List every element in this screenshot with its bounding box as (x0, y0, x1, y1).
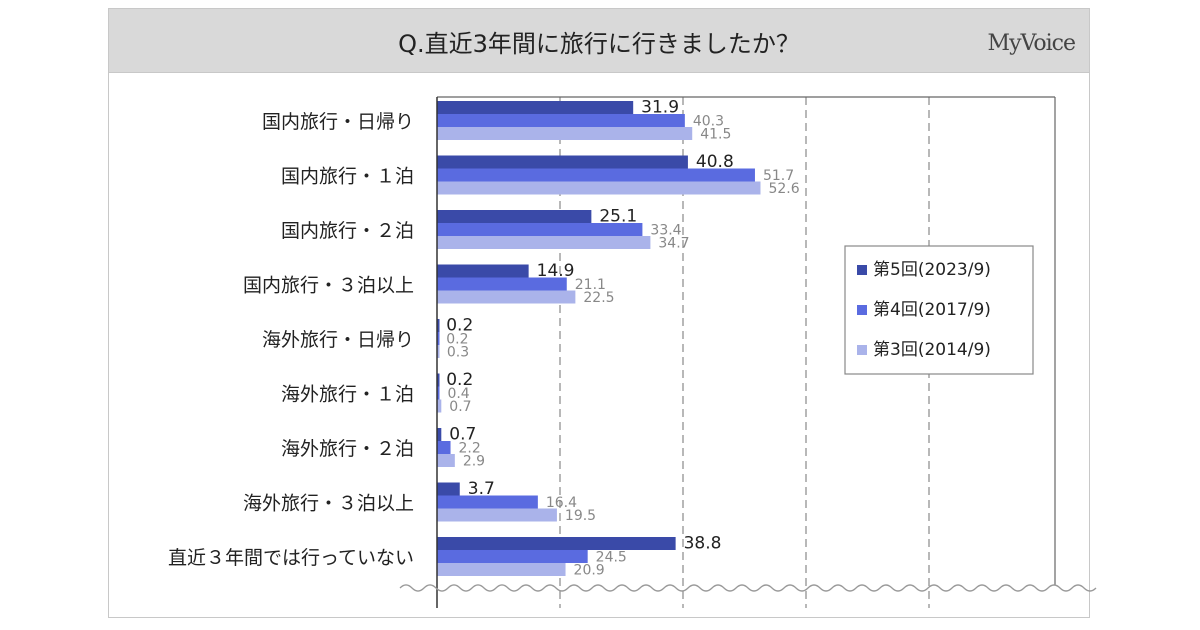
bar (437, 345, 440, 358)
value-label: 38.8 (684, 534, 722, 554)
value-label: 34.7 (658, 236, 689, 252)
legend-box (844, 245, 1034, 375)
bar (437, 563, 566, 576)
value-label: 25.1 (599, 207, 637, 227)
bar (437, 454, 455, 467)
category-label: 国内旅行・１泊 (281, 166, 414, 188)
value-label: 19.5 (565, 508, 596, 524)
value-label: 52.6 (768, 181, 799, 197)
bars (437, 101, 761, 576)
bar (437, 428, 442, 441)
category-label: 国内旅行・日帰り (262, 111, 414, 133)
value-label: 24.5 (596, 550, 627, 566)
bar (437, 373, 440, 387)
bar (437, 482, 460, 496)
bar (437, 319, 440, 332)
category-label: 海外旅行・２泊 (281, 438, 414, 460)
bar (437, 264, 529, 278)
bar (437, 168, 755, 182)
brand-logo: MyVoice (987, 31, 1076, 56)
bar (437, 114, 685, 127)
bar (437, 223, 643, 236)
value-label: 41.5 (700, 127, 731, 143)
bar (437, 332, 440, 345)
value-label: 22.5 (583, 290, 614, 306)
value-label: 14.9 (537, 261, 575, 281)
bar (437, 537, 676, 550)
value-label: 20.9 (574, 563, 605, 579)
bar (437, 127, 693, 140)
value-label: 51.7 (763, 168, 794, 184)
legend-label: 第4回(2017/9) (873, 300, 991, 320)
bar (437, 550, 588, 563)
value-label: 0.2 (446, 370, 473, 390)
category-label: 直近３年間では行っていない (168, 547, 414, 569)
bar (437, 399, 442, 413)
value-label: 0.2 (446, 316, 473, 336)
value-label: 2.2 (459, 441, 481, 457)
value-labels: 31.9 40.341.5 40.8 51.752.6 25.1 33.434.7 14.9… (446, 98, 800, 579)
bar (437, 441, 451, 454)
value-label: 3.7 (468, 479, 495, 499)
value-label: 31.9 (641, 98, 679, 118)
bar (437, 101, 634, 114)
bar (437, 210, 592, 223)
value-label: 16.4 (546, 495, 577, 511)
bar (437, 386, 440, 400)
value-label: 0.7 (449, 399, 471, 415)
value-label: 21.1 (575, 277, 606, 293)
title-bar: Q.直近3年間に旅行に行きましたか？ MyVoice (109, 9, 1089, 73)
bar (437, 181, 761, 195)
value-label: 33.4 (650, 223, 681, 239)
category-label: 国内旅行・２泊 (281, 220, 414, 242)
bar (437, 495, 538, 509)
legend-label: 第3回(2014/9) (873, 340, 991, 360)
axis-break-wave (399, 584, 1097, 592)
bar (437, 236, 651, 249)
legend-swatch (857, 345, 867, 355)
legend-swatch (857, 305, 867, 315)
legend-swatch (857, 265, 867, 275)
value-label: 40.3 (693, 114, 724, 130)
value-label: 0.7 (449, 425, 476, 445)
legend: 第5回(2023/9) 第4回(2017/9) 第3回(2014/9) (844, 245, 1034, 375)
axis (399, 96, 1097, 608)
bar (437, 155, 688, 169)
value-label: 0.2 (446, 332, 468, 348)
bar (437, 508, 557, 522)
value-label: 0.4 (447, 386, 469, 402)
value-label: 2.9 (463, 454, 485, 470)
category-label: 海外旅行・３泊以上 (243, 493, 414, 515)
bar (437, 277, 567, 291)
value-label: 40.8 (696, 152, 734, 172)
category-label: 海外旅行・日帰り (262, 329, 414, 351)
chart-title: Q.直近3年間に旅行に行きましたか？ (398, 30, 800, 58)
legend-label: 第5回(2023/9) (873, 260, 991, 280)
bar (437, 290, 576, 304)
category-labels: 国内旅行・日帰り国内旅行・１泊国内旅行・２泊国内旅行・３泊以上海外旅行・日帰り海… (168, 111, 414, 569)
category-label: 海外旅行・１泊 (281, 384, 414, 406)
value-label: 0.3 (447, 345, 469, 361)
category-label: 国内旅行・３泊以上 (243, 275, 414, 297)
